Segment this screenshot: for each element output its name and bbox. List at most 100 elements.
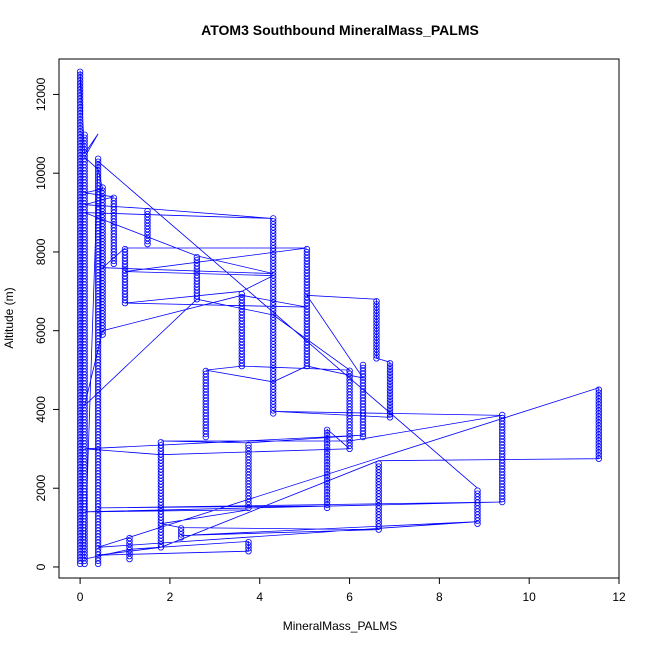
data-point bbox=[386, 369, 394, 376]
data-point bbox=[499, 414, 506, 422]
data-point bbox=[81, 368, 88, 375]
data-point bbox=[238, 317, 245, 325]
data-point bbox=[193, 281, 201, 288]
data-point bbox=[126, 546, 133, 554]
data-point bbox=[81, 260, 88, 267]
data-point bbox=[157, 529, 165, 536]
data-point bbox=[323, 489, 331, 497]
data-point bbox=[238, 335, 245, 343]
data-point bbox=[157, 481, 165, 488]
data-point bbox=[121, 275, 129, 283]
data-point bbox=[499, 480, 506, 488]
data-point bbox=[144, 210, 151, 218]
data-point bbox=[94, 314, 102, 321]
data-point bbox=[81, 365, 88, 372]
data-point bbox=[346, 433, 353, 440]
data-point bbox=[94, 560, 102, 567]
series-c-3.75b bbox=[245, 539, 252, 555]
data-point bbox=[157, 532, 165, 539]
series-c-1.1 bbox=[126, 534, 133, 563]
data-point bbox=[94, 533, 102, 540]
data-point bbox=[157, 508, 165, 515]
data-point bbox=[270, 329, 277, 336]
data-point bbox=[81, 473, 88, 480]
data-point bbox=[94, 494, 102, 501]
data-point bbox=[94, 398, 102, 405]
data-point bbox=[81, 545, 88, 552]
data-point bbox=[76, 272, 84, 279]
data-point bbox=[202, 400, 209, 408]
data-point bbox=[121, 299, 129, 307]
data-point bbox=[323, 480, 331, 488]
data-point bbox=[94, 419, 102, 426]
data-point bbox=[94, 488, 102, 495]
data-point bbox=[94, 326, 102, 333]
data-point bbox=[81, 434, 88, 441]
data-point bbox=[157, 502, 165, 509]
data-point bbox=[323, 477, 331, 485]
data-point bbox=[303, 341, 311, 349]
data-point bbox=[499, 426, 506, 434]
data-point bbox=[94, 356, 102, 363]
data-point bbox=[375, 484, 382, 491]
data-point bbox=[157, 499, 165, 506]
data-point bbox=[323, 459, 331, 467]
data-point bbox=[126, 555, 133, 563]
data-point bbox=[474, 517, 481, 524]
data-point bbox=[94, 155, 102, 162]
data-point bbox=[193, 275, 201, 282]
data-point bbox=[157, 496, 165, 503]
data-point bbox=[270, 317, 277, 324]
data-point bbox=[386, 405, 394, 412]
data-point bbox=[81, 446, 88, 453]
data-point bbox=[323, 462, 331, 470]
y-axis: 0 2000 4000 6000 8000 10000 12000 bbox=[34, 77, 60, 570]
data-point bbox=[157, 517, 165, 524]
data-point bbox=[76, 386, 84, 393]
data-point bbox=[359, 406, 367, 414]
data-point bbox=[76, 398, 84, 405]
series-c-11.55 bbox=[595, 386, 602, 462]
data-point bbox=[359, 394, 367, 402]
data-point bbox=[202, 427, 209, 435]
data-point bbox=[359, 427, 367, 435]
data-point bbox=[81, 320, 88, 327]
data-point bbox=[359, 397, 367, 405]
data-point bbox=[157, 526, 165, 533]
data-point bbox=[202, 424, 209, 432]
data-point bbox=[323, 465, 331, 473]
data-point bbox=[245, 468, 252, 476]
data-point bbox=[323, 495, 331, 503]
data-point bbox=[499, 450, 506, 458]
data-point bbox=[202, 388, 209, 396]
data-point bbox=[94, 293, 102, 300]
data-point bbox=[270, 389, 277, 396]
series-near-zero bbox=[76, 68, 84, 567]
data-point bbox=[81, 275, 88, 282]
data-point bbox=[373, 319, 380, 326]
data-point bbox=[157, 523, 165, 530]
y-tick-label: 8000 bbox=[34, 238, 48, 265]
data-point bbox=[270, 395, 277, 402]
data-point bbox=[373, 304, 380, 311]
data-point bbox=[76, 557, 84, 564]
data-point bbox=[94, 527, 102, 534]
data-point bbox=[474, 490, 481, 497]
data-point bbox=[270, 407, 277, 414]
data-point bbox=[303, 308, 311, 316]
data-point bbox=[81, 422, 88, 429]
data-point bbox=[595, 386, 602, 393]
data-point bbox=[94, 500, 102, 507]
data-point bbox=[375, 469, 382, 476]
data-point bbox=[94, 374, 102, 381]
data-point bbox=[76, 548, 84, 555]
data-point bbox=[157, 457, 165, 464]
data-point bbox=[245, 477, 252, 485]
data-point bbox=[499, 456, 506, 464]
data-point bbox=[499, 474, 506, 482]
data-point bbox=[346, 394, 353, 401]
data-point bbox=[375, 496, 382, 503]
data-point bbox=[81, 437, 88, 444]
data-point bbox=[595, 401, 602, 408]
data-point bbox=[76, 521, 84, 528]
